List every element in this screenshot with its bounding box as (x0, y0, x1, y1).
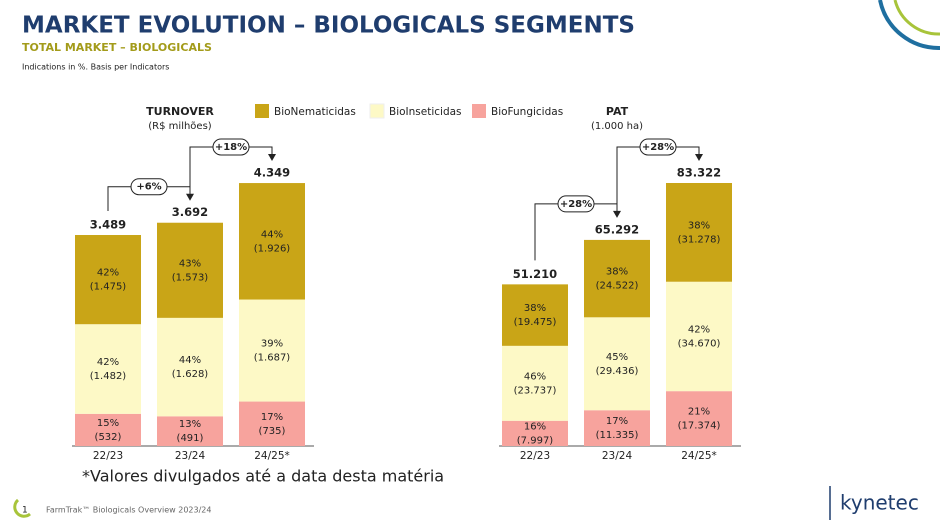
page-number: 1 (22, 506, 28, 516)
share-label: 44% (179, 355, 201, 366)
bar-segment (584, 410, 650, 446)
bar-segment (75, 413, 141, 446)
share-label: 13% (179, 419, 201, 430)
bar-segment (75, 324, 141, 414)
share-label: 43% (179, 258, 201, 269)
value-label: (1.926) (254, 243, 291, 254)
legend-label: BioInseticidas (389, 106, 462, 118)
total-label: 65.292 (595, 222, 639, 236)
subtitle: TOTAL MARKET – BIOLOGICALS (22, 41, 212, 54)
value-label: (1.687) (254, 353, 291, 364)
logo: kynetec (840, 491, 919, 515)
legend-swatch (472, 104, 486, 118)
share-label: 16% (524, 421, 546, 432)
bar-segment (502, 420, 568, 446)
deco-arc (878, 0, 940, 51)
share-label: 38% (524, 303, 546, 314)
legend-swatch (255, 104, 269, 118)
growth-box (639, 138, 677, 156)
title: MARKET EVOLUTION – BIOLOGICALS SEGMENTS (22, 13, 635, 39)
bar-segment (666, 391, 732, 446)
share-label: 38% (606, 267, 628, 278)
share-label: 38% (688, 220, 710, 231)
value-label: (1.482) (90, 371, 127, 382)
note: Indications in %. Basis per Indicators (22, 63, 169, 72)
share-label: 42% (688, 324, 710, 335)
deco-arc (893, 0, 940, 36)
growth-label: +28% (560, 199, 592, 210)
bar-segment (157, 222, 223, 318)
share-label: 42% (97, 268, 119, 279)
bar-segment (157, 416, 223, 446)
value-label: (34.670) (678, 338, 721, 349)
x-tick-label: 22/23 (520, 450, 550, 462)
bar-segment (239, 401, 305, 446)
share-label: 44% (261, 229, 283, 240)
value-label: (23.737) (514, 385, 557, 396)
value-label: (1.475) (90, 282, 127, 293)
growth-box (557, 195, 595, 213)
x-tick-label: 24/25* (681, 450, 717, 462)
value-label: (17.374) (678, 421, 721, 432)
bar-segment (502, 284, 568, 346)
bar-segment (239, 183, 305, 300)
bar-segment (666, 183, 732, 282)
share-label: 46% (524, 371, 546, 382)
x-tick-label: 23/24 (175, 450, 206, 462)
footnote: *Valores divulgados até a data desta mat… (82, 467, 444, 486)
bar-segment (239, 299, 305, 402)
value-label: (491) (177, 433, 204, 444)
total-label: 83.322 (677, 166, 721, 180)
growth-label: +28% (642, 142, 674, 153)
chart-title: PAT (606, 105, 629, 118)
share-label: 39% (261, 339, 283, 350)
value-label: (532) (95, 432, 122, 443)
growth-label: +6% (136, 182, 161, 193)
arrow-head (695, 154, 703, 161)
legend-swatch (369, 103, 385, 119)
value-label: (29.436) (596, 366, 639, 377)
legend-label: BioNematicidas (274, 106, 356, 118)
growth-box (130, 178, 168, 196)
bar-segment (75, 235, 141, 325)
footer-text: FarmTrak™ Biologicals Overview 2023/24 (46, 506, 212, 515)
total-label: 51.210 (513, 267, 557, 281)
value-label: (31.278) (678, 234, 721, 245)
value-label: (735) (259, 426, 286, 437)
bar-segment (584, 317, 650, 411)
x-tick-label: 23/24 (602, 450, 633, 462)
bar-segment (157, 317, 223, 417)
growth-box (212, 138, 250, 156)
bar-segment (502, 345, 568, 421)
value-label: (24.522) (596, 281, 639, 292)
x-tick-label: 24/25* (254, 450, 290, 462)
total-label: 4.349 (254, 166, 290, 180)
chart-title: TURNOVER (146, 105, 214, 118)
chart-subtitle: (R$ milhões) (148, 121, 212, 132)
share-label: 15% (97, 418, 119, 429)
bar-segment (666, 281, 732, 392)
value-label: (1.573) (172, 272, 209, 283)
bar-segment (584, 239, 650, 318)
total-label: 3.489 (90, 218, 126, 232)
total-label: 3.692 (172, 205, 208, 219)
value-label: (19.475) (514, 317, 557, 328)
growth-label: +18% (215, 142, 247, 153)
share-label: 21% (688, 407, 710, 418)
legend-label: BioFungicidas (491, 106, 563, 118)
value-label: (1.628) (172, 369, 209, 380)
share-label: 17% (261, 412, 283, 423)
value-label: (7.997) (517, 435, 554, 446)
share-label: 45% (606, 352, 628, 363)
x-tick-label: 22/23 (93, 450, 123, 462)
chart-subtitle: (1.000 ha) (591, 121, 643, 132)
arrow-head (268, 154, 276, 161)
footer-icon (13, 498, 31, 518)
share-label: 42% (97, 357, 119, 368)
value-label: (11.335) (596, 430, 639, 441)
share-label: 17% (606, 416, 628, 427)
